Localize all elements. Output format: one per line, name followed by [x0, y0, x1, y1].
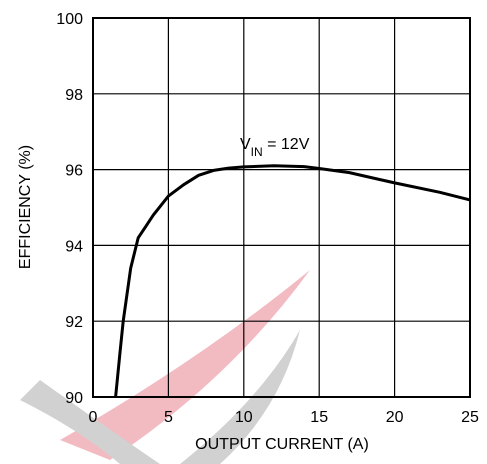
annotation: VIN = 12V — [240, 136, 310, 159]
data-line — [114, 164, 471, 398]
y-tick-label: 98 — [65, 87, 83, 104]
x-axis-label: OUTPUT CURRENT (A) — [195, 436, 369, 453]
annotation-part: V — [240, 136, 251, 153]
x-tick-label: 10 — [235, 409, 253, 426]
x-tick-label: 20 — [386, 409, 404, 426]
y-tick-label: 90 — [65, 390, 83, 407]
plot-frame — [92, 17, 471, 398]
y-tick-label: 96 — [65, 163, 83, 180]
x-tick-label: 25 — [461, 409, 479, 426]
y-tick-label: 92 — [65, 314, 83, 331]
watermark — [20, 270, 310, 464]
x-tick-label: 0 — [89, 409, 98, 426]
y-tick-label: 100 — [56, 11, 83, 28]
x-tick-label: 15 — [310, 409, 328, 426]
x-tick-label: 5 — [164, 409, 173, 426]
annotation-part: = 12V — [263, 136, 310, 153]
watermark-arc — [180, 330, 300, 464]
y-axis-label: EFFICIENCY (%) — [17, 145, 34, 269]
watermark-arc — [20, 380, 160, 464]
annotation-part: IN — [251, 145, 263, 159]
watermark-arc — [60, 270, 310, 460]
y-tick-label: 94 — [65, 238, 83, 255]
